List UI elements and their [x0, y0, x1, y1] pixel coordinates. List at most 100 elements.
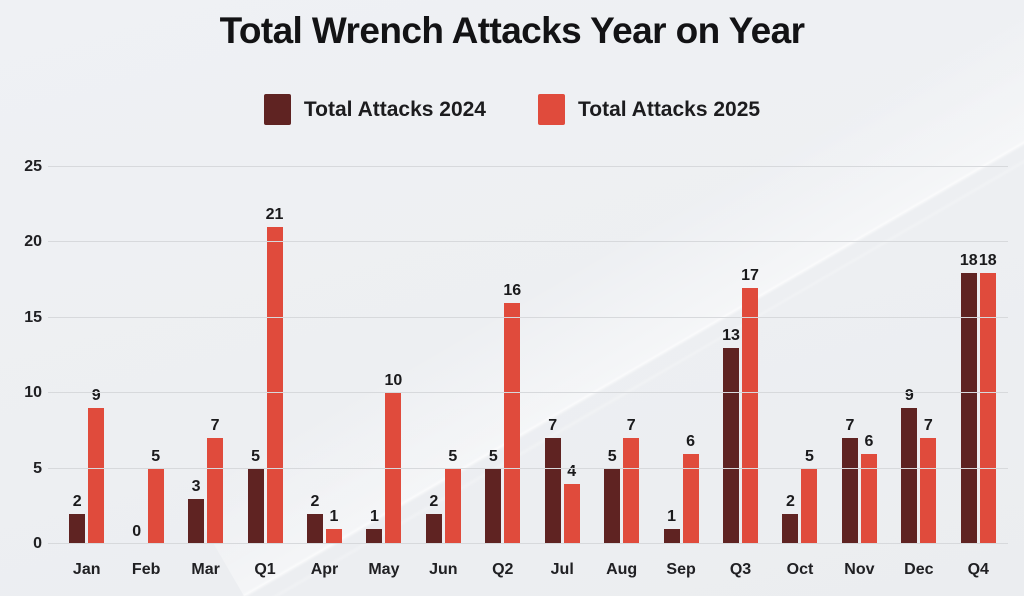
x-tick-label-q3: Q3	[729, 561, 752, 578]
plot-area: 2 9 0 5 3 7 5 21 2 1 1 10 2 5 5 16 7 4 5 7 1 6 13 17 2 5 7 6 9 7 18 18 …	[24, 159, 1008, 552]
value-label-2025-may: 10	[384, 372, 403, 390]
bar-2025-q4: 18	[979, 252, 997, 544]
bar-2024-q4: 18	[960, 252, 978, 544]
value-label-2024-apr: 2	[310, 492, 320, 510]
value-label-2025-sep: 6	[686, 432, 696, 450]
value-label-2024-q4: 18	[959, 251, 978, 269]
bar-2024-dec: 9	[901, 388, 918, 544]
bar-group-q1: 5 21	[235, 167, 294, 544]
bar-2025-apr: 1	[325, 508, 342, 544]
x-tick-label-nov: Nov	[844, 561, 875, 578]
value-label-2024-q3: 13	[722, 326, 740, 344]
bar-group-q4: 18 18	[949, 167, 1008, 544]
bar-2025-q3: 17	[741, 267, 759, 544]
x-tick-label-aug: Aug	[606, 561, 638, 578]
value-label-2025-aug: 7	[626, 417, 636, 435]
value-label-2024-jul: 7	[548, 417, 558, 435]
bar-2024-q3: 13	[722, 327, 740, 544]
value-label-2024-aug: 5	[607, 447, 617, 465]
x-tick-label-oct: Oct	[786, 561, 814, 578]
bar-2025-oct: 5	[801, 448, 818, 544]
value-label-2025-jun: 5	[448, 447, 458, 465]
value-label-2024-jan: 2	[72, 492, 82, 510]
value-label-2024-oct: 2	[786, 492, 795, 510]
bar-2025-sep: 6	[682, 433, 699, 544]
value-label-2025-mar: 7	[210, 417, 220, 435]
legend-swatch-2025	[538, 94, 565, 125]
bar-group-q3: 13 17	[711, 167, 770, 544]
y-tick-label-15: 15	[24, 308, 42, 326]
x-tick-label-q1: Q1	[254, 561, 276, 578]
bar-2025-feb: 5	[147, 448, 164, 544]
bar-2024-jul: 7	[544, 418, 561, 544]
gridline-y-20	[48, 241, 1008, 243]
x-tick-label-feb: Feb	[131, 561, 161, 578]
y-tick-label-10: 10	[24, 384, 42, 402]
value-label-2025-oct: 5	[805, 447, 814, 465]
bar-2025-q2: 16	[503, 282, 521, 544]
legend: Total Attacks 2024 Total Attacks 2025	[0, 94, 1024, 125]
gridline-y-15	[48, 316, 1008, 318]
x-tick-label-q4: Q4	[967, 561, 989, 578]
x-tick-label-jan: Jan	[72, 561, 101, 578]
bar-2024-jan: 2	[69, 493, 86, 544]
value-label-2024-jun: 2	[429, 492, 439, 510]
legend-item-2024: Total Attacks 2024	[263, 94, 486, 125]
legend-swatch-2024	[263, 94, 291, 125]
bar-2024-oct: 2	[782, 493, 799, 544]
x-tick-label-apr: Apr	[310, 561, 339, 578]
bar-2025-jan: 9	[88, 388, 105, 544]
value-label-2024-q1: 5	[251, 447, 260, 465]
value-label-2025-dec: 7	[923, 417, 933, 435]
legend-label-2025: Total Attacks 2025	[578, 97, 761, 121]
bar-2024-may: 1	[366, 508, 383, 544]
x-tick-label-jun: Jun	[429, 561, 458, 578]
value-label-2024-dec: 9	[904, 387, 914, 405]
value-label-2024-q2: 5	[488, 447, 498, 465]
bar-2024-nov: 7	[841, 418, 858, 544]
bar-2025-jun: 5	[444, 448, 461, 544]
gridline-y-5	[48, 467, 1008, 469]
value-label-2025-feb: 5	[151, 447, 161, 465]
value-label-2025-jan: 9	[91, 387, 101, 405]
gridline-y-25	[48, 166, 1008, 167]
bar-2024-sep: 1	[663, 508, 680, 544]
bar-2024-apr: 2	[306, 493, 323, 544]
value-label-2025-q2: 16	[503, 281, 522, 299]
legend-label-2024: Total Attacks 2024	[303, 97, 486, 121]
value-label-2024-mar: 3	[191, 477, 201, 495]
bar-2024-q1: 5	[247, 448, 264, 544]
value-label-2025-nov: 6	[864, 432, 874, 450]
bar-2025-dec: 7	[920, 418, 937, 544]
value-label-2025-apr: 1	[329, 507, 339, 525]
x-tick-label-sep: Sep	[666, 561, 696, 578]
legend-item-2025: Total Attacks 2025	[538, 94, 760, 125]
x-tick-label-may: May	[368, 561, 400, 578]
y-tick-label-5: 5	[33, 459, 42, 477]
value-label-2024-may: 1	[369, 507, 379, 525]
bar-2024-q2: 5	[485, 448, 502, 544]
bar-2025-mar: 7	[207, 418, 224, 544]
value-label-2025-q3: 17	[741, 266, 759, 284]
bar-2025-nov: 6	[860, 433, 877, 544]
y-tick-label-0: 0	[33, 535, 42, 552]
value-label-2025-q1: 21	[265, 206, 284, 224]
gridline-y-0	[48, 543, 1008, 544]
bar-2025-aug: 7	[623, 418, 640, 544]
bar-2024-jun: 2	[425, 493, 442, 544]
bar-group-q2: 5 16	[473, 167, 532, 544]
x-tick-label-jul: Jul	[550, 561, 574, 578]
bar-group-may: 1 10	[354, 167, 413, 544]
bar-2024-mar: 3	[188, 478, 205, 544]
